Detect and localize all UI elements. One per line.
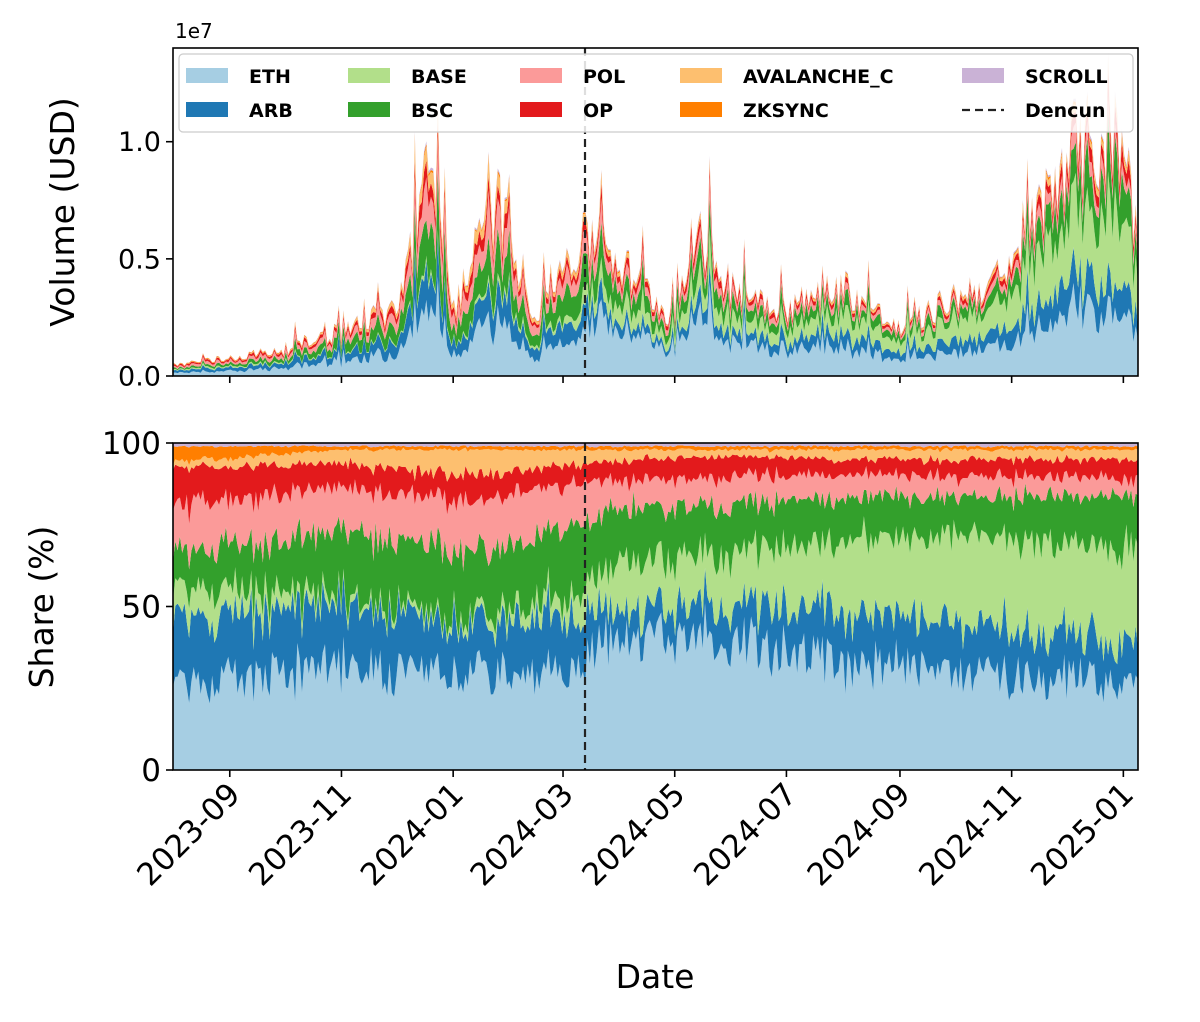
- x-tick-label: 2023-11: [242, 776, 359, 893]
- legend-swatch: [520, 68, 562, 83]
- share-y-tick-label: 50: [122, 589, 161, 625]
- volume-area-op: [173, 67, 1138, 368]
- share-y-ticks: 0 50 100: [102, 426, 173, 789]
- volume-area-scroll: [173, 52, 1138, 366]
- x-tick-label: 2024-01: [354, 776, 471, 893]
- share-area-base: [173, 516, 1138, 665]
- legend-label: BSC: [411, 100, 453, 122]
- legend-label: SCROLL: [1025, 66, 1108, 88]
- volume-area-avalanche-c: [173, 58, 1138, 367]
- legend-swatch: [186, 102, 228, 117]
- volume-area-base: [173, 171, 1138, 371]
- x-tick-label: 2025-01: [1024, 776, 1141, 893]
- x-tick-label: 2024-03: [464, 776, 581, 893]
- share-area-scroll: [173, 443, 1138, 448]
- legend-label: ZKSYNC: [743, 100, 829, 122]
- volume-panel-frame: [172, 47, 1139, 377]
- volume-area-pol: [173, 89, 1138, 370]
- share-area-op: [173, 453, 1138, 524]
- share-area-eth: [173, 603, 1138, 770]
- legend-item-op: OP: [520, 100, 613, 122]
- legend-label: OP: [583, 100, 613, 122]
- legend-item-arb: ARB: [186, 100, 293, 122]
- x-axis-label: Date: [616, 957, 695, 996]
- legend-box: [178, 53, 1134, 133]
- share-area-bsc: [173, 483, 1138, 638]
- volume-y-tick-label: 0.5: [118, 244, 161, 275]
- volume-y-tick-label: 1.0: [118, 127, 161, 158]
- volume-scale-note: 1e7: [175, 19, 213, 43]
- volume-panel: 0.0 0.5 1.0 1e7 Volume (USD) ETH ARB BASE BSC…: [43, 19, 1139, 392]
- legend-swatch: [680, 102, 722, 117]
- legend-label: Dencun: [1025, 100, 1106, 122]
- legend-item-zksync: ZKSYNC: [680, 100, 829, 122]
- share-area-arb: [173, 567, 1138, 704]
- legend-swatch: [962, 68, 1004, 83]
- share-area-pol: [173, 465, 1138, 572]
- legend-label: BASE: [411, 66, 467, 88]
- share-y-tick-label: 100: [102, 426, 161, 462]
- legend-swatch: [348, 68, 390, 83]
- legend: ETH ARB BASE BSC POL OP AVALANCHE_C ZKSYNC SCROL…: [178, 53, 1134, 133]
- legend-item-pol: POL: [520, 66, 625, 88]
- x-tick-label: 2024-11: [912, 776, 1029, 893]
- legend-item-base: BASE: [348, 66, 467, 88]
- legend-label: AVALANCHE_C: [743, 66, 894, 88]
- legend-swatch: [680, 68, 722, 83]
- share-y-axis-label: Share (%): [22, 526, 61, 689]
- volume-area-eth: [173, 276, 1138, 376]
- share-y-tick-label: 0: [141, 753, 161, 789]
- x-tick-label: 2023-09: [130, 776, 247, 893]
- volume-y-tick-label: 0.0: [118, 361, 161, 392]
- x-tick-label: 2024-07: [687, 776, 804, 893]
- share-area-zksync: [173, 445, 1138, 466]
- volume-area-bsc: [173, 109, 1138, 371]
- share-area-avalanche-c: [173, 447, 1138, 482]
- legend-swatch: [186, 68, 228, 83]
- legend-label: ARB: [249, 100, 293, 122]
- legend-label: ETH: [249, 66, 291, 88]
- legend-item-scroll: SCROLL: [962, 66, 1108, 88]
- legend-item-avalanche-c: AVALANCHE_C: [680, 66, 894, 88]
- legend-item-bsc: BSC: [348, 100, 453, 122]
- volume-y-axis-label: Volume (USD): [43, 97, 82, 327]
- legend-item-eth: ETH: [186, 66, 291, 88]
- share-areas: [173, 443, 1138, 770]
- volume-x-ticks: [228, 376, 1125, 383]
- legend-swatch: [520, 102, 562, 117]
- legend-swatch: [348, 102, 390, 117]
- legend-label: POL: [583, 66, 625, 88]
- x-tick-label: 2024-05: [575, 776, 692, 893]
- legend-item-dencun: Dencun: [962, 100, 1106, 122]
- volume-areas: [173, 52, 1138, 376]
- share-x-ticks: 2023-092023-112024-012024-032024-052024-…: [130, 770, 1141, 893]
- volume-y-ticks: 0.0 0.5 1.0: [118, 127, 173, 392]
- x-tick-label: 2024-09: [801, 776, 918, 893]
